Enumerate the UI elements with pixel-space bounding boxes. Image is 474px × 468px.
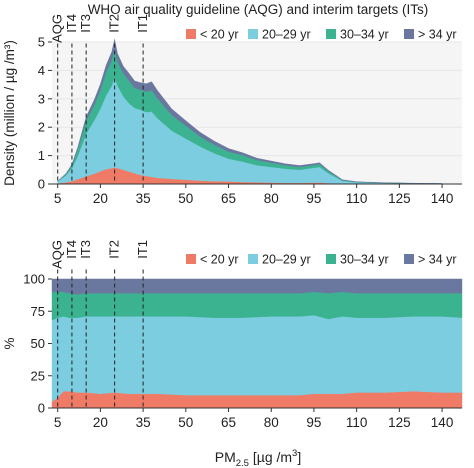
x-tick-label: 140 [431, 415, 454, 430]
x-tick-label: 80 [264, 415, 279, 430]
x-tick-label: 125 [388, 191, 411, 206]
legend-label: 20–29 yr [262, 253, 311, 267]
y-tick-label: 50 [31, 336, 45, 351]
legend-swatch [404, 254, 414, 264]
x-tick-label: 125 [388, 415, 411, 430]
y-axis-title: Density (million / µg /m³) [2, 40, 17, 186]
legend-swatch [248, 29, 258, 39]
x-tick-label: 140 [431, 191, 454, 206]
y-axis-title: % [2, 337, 17, 349]
x-tick-label: 110 [346, 415, 368, 430]
guideline-label: AQG [50, 14, 65, 43]
legend-swatch [186, 29, 196, 39]
legend-label: > 34 yr [418, 28, 457, 42]
guideline-label: AQG [50, 240, 65, 269]
legend-label: 30–34 yr [340, 253, 389, 267]
y-tick-label: 0 [38, 401, 45, 416]
legend-swatch [326, 254, 336, 264]
y-tick-label: 25 [31, 368, 45, 383]
x-tick-label: 35 [136, 191, 151, 206]
x-axis-title: PM2.5 [µg /m3] [215, 448, 301, 468]
legend-swatch [404, 29, 414, 39]
x-tick-label: 95 [306, 191, 321, 206]
guideline-label: IT4 [64, 240, 79, 259]
guideline-label: IT2 [107, 14, 122, 33]
area-series-3 [51, 291, 463, 321]
x-tick-label: 5 [54, 415, 62, 430]
guideline-label: IT3 [78, 240, 93, 259]
guideline-label: IT4 [64, 14, 79, 33]
x-tick-label: 50 [178, 415, 193, 430]
y-tick-label: 5 [38, 35, 45, 50]
guideline-label: IT3 [78, 14, 93, 33]
x-tick-label: 5 [54, 191, 62, 206]
guideline-label: IT1 [135, 14, 150, 33]
x-tick-label: 20 [93, 191, 108, 206]
x-tick-label: 110 [346, 191, 368, 206]
guideline-label: IT2 [107, 240, 122, 259]
x-tick-label: 20 [93, 415, 108, 430]
y-tick-label: 0 [38, 177, 45, 192]
x-tick-label: 80 [264, 191, 279, 206]
x-tick-label: 95 [306, 415, 321, 430]
legend-label: > 34 yr [418, 253, 457, 267]
density-panel: 0 1 2 3 4 5 AQG IT4 IT3 IT2 IT1 5 20 35 50 65 80 95 110 125… [2, 14, 462, 206]
y-tick-label: 4 [38, 63, 45, 78]
percent-panel: 0 25 50 75 100 AQG IT4 IT3 IT2 IT1 5 20 35 50 65 80 95 11… [2, 240, 463, 430]
y-tick-label: 3 [38, 91, 45, 106]
y-tick-label: 1 [38, 148, 45, 163]
y-tick-label: 100 [23, 272, 45, 287]
x-tick-label: 65 [221, 415, 236, 430]
legend-swatch [248, 254, 258, 264]
y-tick-label: 2 [38, 120, 45, 135]
x-tick-label: 50 [178, 191, 193, 206]
figure-title: WHO air quality guideline (AQG) and inte… [88, 2, 429, 17]
area-series-2 [51, 314, 463, 402]
area-series-4 [51, 278, 463, 295]
legend-swatch [326, 29, 336, 39]
x-tick-label: 35 [136, 415, 151, 430]
guideline-label: IT1 [135, 240, 150, 259]
legend-label: 30–34 yr [340, 28, 389, 42]
x-tick-label: 65 [221, 191, 236, 206]
legend-swatch [186, 254, 196, 264]
y-tick-label: 75 [31, 304, 45, 319]
legend-label: 20–29 yr [262, 28, 311, 42]
legend-label: < 20 yr [200, 253, 239, 267]
legend-label: < 20 yr [200, 28, 239, 42]
